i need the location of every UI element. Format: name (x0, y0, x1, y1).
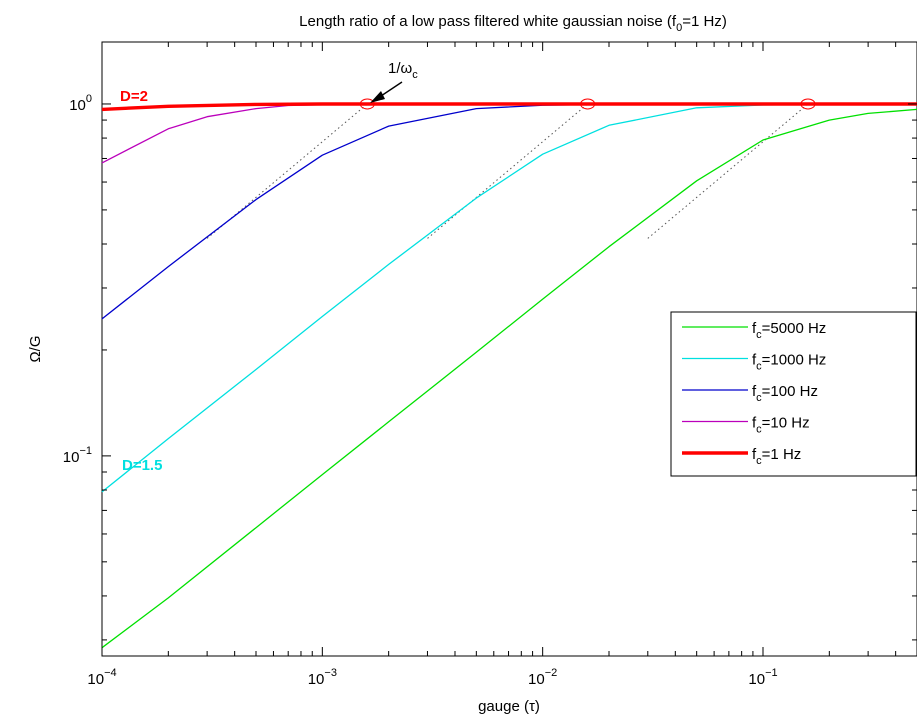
series-line-4 (101, 103, 917, 164)
x-tick-label-2: 10−3 (308, 667, 337, 688)
x-tick-label-3: 10−2 (528, 667, 557, 688)
series-line-3 (101, 103, 917, 320)
asymptote-line-2 (427, 103, 588, 239)
cutoff-marker-2 (580, 98, 596, 110)
legend-label-2: fc=1000 Hz (752, 352, 826, 373)
legend-box (670, 311, 917, 477)
asymptote-line-3 (647, 103, 809, 239)
cutoff-arrow-head (370, 91, 385, 103)
d2-label: D=2 (120, 88, 148, 105)
x-axis-label: gauge (τ) (478, 698, 540, 715)
x-axis-ticks: 10−4 10−3 10−2 10−1 (87, 42, 917, 688)
asymptote-lines (206, 103, 809, 239)
cutoff-markers (359, 98, 816, 110)
x-tick-label-1: 10−4 (87, 667, 116, 688)
series-line-5 (101, 102, 917, 112)
legend: fc=5000 Hz fc=1000 Hz fc=100 Hz fc=10 Hz fc=… (670, 311, 917, 477)
legend-label-5: fc=1 Hz (752, 446, 801, 467)
annotations: D=2 D=1.5 1/ωc (120, 60, 418, 474)
cutoff-marker-1 (359, 98, 375, 110)
series-line-1 (101, 108, 917, 649)
y-tick-label-2: 100 (69, 93, 92, 114)
cutoff-marker-3 (800, 98, 816, 110)
chart-title: Length ratio of a low pass filtered whit… (299, 13, 727, 34)
y-tick-label-1: 10−1 (63, 445, 92, 466)
legend-label-4: fc=10 Hz (752, 415, 810, 436)
asymptote-line-1 (206, 103, 368, 239)
series-lines (101, 102, 917, 649)
d15-label: D=1.5 (122, 457, 162, 474)
plot-area (101, 41, 917, 657)
x-tick-label-4: 10−1 (748, 667, 777, 688)
y-axis-label: Ω/G (27, 335, 44, 362)
cutoff-label: 1/ωc (388, 60, 418, 81)
legend-label-3: fc=100 Hz (752, 383, 818, 404)
legend-label-1: fc=5000 Hz (752, 320, 826, 341)
